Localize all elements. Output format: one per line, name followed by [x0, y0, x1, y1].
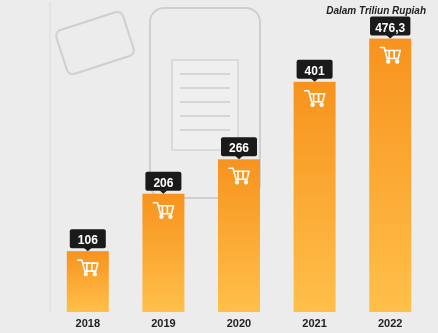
- cart-icon: [229, 168, 249, 183]
- x-tick-label: 2021: [302, 317, 326, 329]
- y-axis-line: [50, 2, 51, 312]
- cart-wheel: [311, 103, 314, 106]
- bar: [218, 159, 260, 312]
- labels: 106 206 266 401 476,3: [70, 17, 411, 252]
- label-box: [221, 137, 257, 156]
- cart-bar: [91, 263, 93, 271]
- x-tick-label: 2018: [76, 317, 100, 329]
- cart-wheel: [93, 273, 96, 276]
- label-pointer: [84, 248, 92, 252]
- label-box: [297, 60, 333, 79]
- cart-wheel: [320, 103, 323, 106]
- bar: [294, 82, 336, 312]
- cart-bar: [388, 51, 390, 59]
- cart-wheel: [169, 215, 172, 218]
- cart-bar: [237, 171, 239, 179]
- cart-icon: [380, 48, 400, 63]
- cart-wheel: [236, 181, 239, 184]
- receipt-line: [180, 73, 230, 75]
- label-pointer: [235, 156, 243, 160]
- cart-wheel: [160, 215, 163, 218]
- x-tick-label: 2019: [151, 317, 175, 329]
- label-box: [70, 229, 106, 248]
- cart-bar: [313, 94, 315, 102]
- data-label-text: 476,3: [375, 21, 405, 35]
- data-label: 266: [221, 137, 257, 159]
- label-box: [145, 172, 181, 191]
- data-label: 401: [297, 60, 333, 82]
- cart-wheel: [245, 181, 248, 184]
- data-label: 206: [145, 172, 181, 194]
- receipt: [172, 60, 238, 150]
- bar: [67, 251, 109, 312]
- label-pointer: [386, 35, 394, 39]
- receipt-line: [180, 87, 230, 89]
- data-label-text: 206: [153, 176, 173, 190]
- cart-icon: [153, 203, 173, 218]
- cart-body: [305, 91, 325, 102]
- background: [0, 0, 438, 333]
- cart-bar: [318, 94, 320, 102]
- receipt-line: [180, 101, 230, 103]
- data-label: 106: [70, 229, 106, 251]
- bar: [142, 194, 184, 312]
- cart-icon: [305, 91, 325, 106]
- cart-body: [153, 203, 173, 214]
- card-outline: [55, 10, 136, 75]
- cart-bar: [167, 206, 169, 214]
- cart-wheel: [84, 273, 87, 276]
- cart-wheel: [396, 60, 399, 63]
- cart-body: [229, 168, 249, 179]
- cart-bar: [393, 51, 395, 59]
- title: Dalam Triliun Rupiah: [326, 5, 426, 16]
- data-label-text: 106: [78, 233, 98, 247]
- cart-body: [380, 48, 400, 59]
- cart-icon: [78, 260, 98, 275]
- data-label-text: 401: [305, 64, 325, 78]
- bar: [369, 39, 411, 312]
- data-label-text: 266: [229, 141, 249, 155]
- cart-bar: [162, 206, 164, 214]
- label-pointer: [311, 78, 319, 82]
- cart-bar: [86, 263, 88, 271]
- cart-body: [78, 260, 98, 271]
- chart: Dalam Triliun Rupiah 106 206 266 401 476,3 201…: [0, 0, 438, 333]
- x-tick-label: 2020: [227, 317, 251, 329]
- receipt-line: [180, 115, 230, 117]
- data-label: 476,3: [370, 17, 410, 39]
- cart-bar: [242, 171, 244, 179]
- cart-wheel: [387, 60, 390, 63]
- label-box: [370, 17, 410, 36]
- x-tick-label: 2022: [378, 317, 402, 329]
- bars: [67, 39, 411, 312]
- label-pointer: [159, 190, 167, 194]
- receipt-line: [180, 129, 230, 131]
